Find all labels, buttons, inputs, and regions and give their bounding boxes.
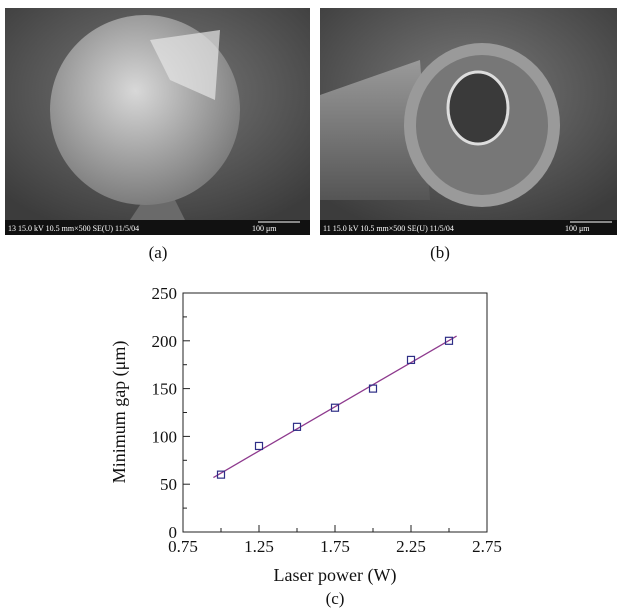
panel-label: (b) [430, 243, 450, 262]
panel-label: (a) [149, 243, 168, 262]
y-tick-label: 50 [160, 475, 177, 494]
data-point [368, 384, 378, 393]
image-info: 13 15.0 kV 10.5 mm×500 SE(U) 11/5/04 [8, 224, 139, 233]
sem-image-b: 11 15.0 kV 10.5 mm×500 SE(U) 11/5/04 100… [320, 8, 617, 235]
y-tick-label: 200 [152, 332, 178, 351]
data-point [216, 470, 226, 479]
x-tick-label: 0.75 [168, 537, 198, 556]
x-tick-label: 2.25 [396, 537, 426, 556]
y-tick-label: 0 [169, 523, 178, 542]
y-tick-label: 150 [152, 380, 178, 399]
x-tick-label: 2.75 [472, 537, 502, 556]
y-tick-label: 250 [152, 284, 178, 303]
scale-label: 100 μm [565, 224, 590, 233]
x-tick-label: 1.25 [244, 537, 274, 556]
fit-line [213, 335, 457, 479]
panel-label: (c) [326, 589, 345, 608]
y-axis-label: Minimum gap (μm) [109, 341, 130, 484]
data-point [254, 441, 264, 451]
x-tick-label: 1.75 [320, 537, 350, 556]
data-point [292, 422, 302, 431]
scale-label: 100 μm [252, 224, 277, 233]
y-tick-label: 100 [152, 427, 178, 446]
data-point [444, 336, 454, 345]
x-axis-label: Laser power (W) [274, 565, 397, 586]
image-info: 11 15.0 kV 10.5 mm×500 SE(U) 11/5/04 [323, 224, 454, 233]
sem-image-a: 13 15.0 kV 10.5 mm×500 SE(U) 11/5/04 100… [5, 8, 310, 235]
data-point [406, 355, 416, 365]
data-point [330, 403, 340, 412]
plot-frame [182, 292, 488, 533]
